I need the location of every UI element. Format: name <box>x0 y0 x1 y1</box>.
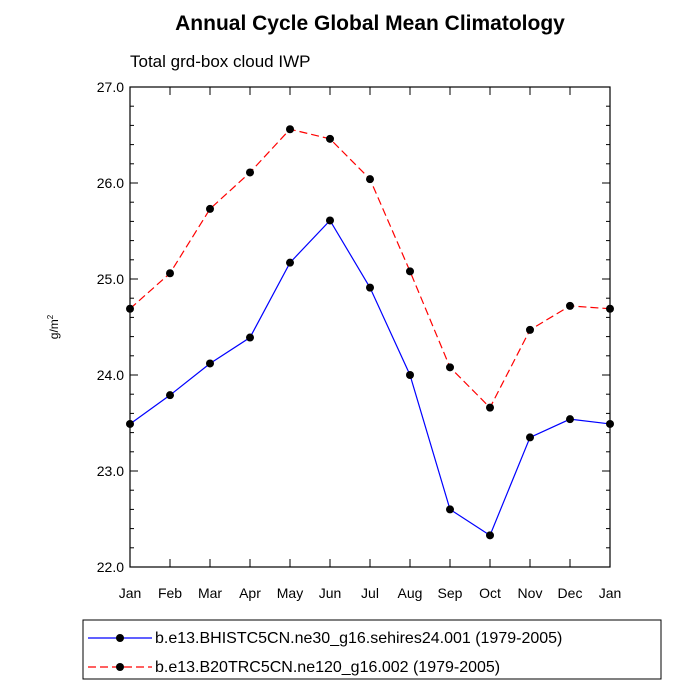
data-point <box>366 175 374 184</box>
x-tick-label: Jul <box>361 585 379 601</box>
y-axis-label-base: g/m <box>47 319 61 339</box>
x-tick-label: Jan <box>119 585 142 601</box>
legend: b.e13.BHISTC5CN.ne30_g16.sehires24.001 (… <box>88 630 562 676</box>
plot-frame <box>129 86 611 568</box>
data-point <box>566 415 574 424</box>
y-tick-label: 27.0 <box>97 79 124 95</box>
x-tick-label: Sep <box>438 585 463 601</box>
data-point <box>126 419 134 428</box>
data-point <box>366 283 374 292</box>
data-point <box>406 371 414 379</box>
chart-title: Annual Cycle Global Mean Climatology <box>175 12 565 35</box>
data-point <box>326 216 334 225</box>
series-line <box>129 128 611 409</box>
x-tick-label: Feb <box>158 585 182 601</box>
x-tick-label: Aug <box>398 585 423 601</box>
x-tick-label: Jun <box>319 585 342 601</box>
x-axis: Jan Feb Mar Apr May Jun Jul Aug Sep Oct Nov Dec Jan <box>119 87 622 601</box>
x-tick-label: Dec <box>558 585 583 601</box>
data-point <box>206 359 214 368</box>
y-tick-label: 24.0 <box>97 367 124 383</box>
y-tick-label: 23.0 <box>97 463 124 479</box>
data-point <box>286 125 294 134</box>
data-point <box>526 325 534 334</box>
data-point <box>246 333 254 342</box>
x-tick-label: Apr <box>239 585 261 601</box>
y-axis-label: g/m2 <box>46 314 61 339</box>
data-point <box>326 134 334 143</box>
data-point <box>206 204 214 213</box>
series-layer <box>126 125 614 540</box>
data-point <box>166 391 174 400</box>
y-tick-label: 25.0 <box>97 271 124 287</box>
data-point <box>246 168 254 177</box>
data-point <box>126 304 134 313</box>
data-point <box>406 267 414 276</box>
x-tick-label: Mar <box>198 585 222 601</box>
x-tick-label: May <box>277 585 303 601</box>
data-point <box>446 505 454 514</box>
y-axis: 22.0 23.0 24.0 25.0 26.0 27.0 <box>97 79 610 575</box>
x-tick-label: Oct <box>479 585 501 601</box>
data-point <box>486 403 494 412</box>
y-tick-label: 26.0 <box>97 175 124 191</box>
y-tick-label: 22.0 <box>97 559 124 575</box>
data-point <box>286 258 294 267</box>
legend-label: b.e13.B20TRC5CN.ne120_g16.002 (1979-2005… <box>155 659 500 676</box>
data-point <box>446 363 454 372</box>
y-axis-label-superscript: 2 <box>46 314 55 319</box>
data-point <box>566 301 574 310</box>
series-line <box>129 219 611 537</box>
legend-label: b.e13.BHISTC5CN.ne30_g16.sehires24.001 (… <box>155 630 562 647</box>
chart-subtitle: Total grd-box cloud IWP <box>130 52 310 71</box>
data-point <box>526 433 534 442</box>
legend-marker <box>116 663 124 671</box>
data-point <box>606 304 614 313</box>
x-tick-label: Nov <box>518 585 543 601</box>
data-point <box>166 269 174 278</box>
data-point <box>606 419 614 428</box>
legend-box <box>82 619 662 680</box>
legend-marker <box>116 634 124 642</box>
x-tick-label: Jan <box>599 585 622 601</box>
data-point <box>486 531 494 540</box>
